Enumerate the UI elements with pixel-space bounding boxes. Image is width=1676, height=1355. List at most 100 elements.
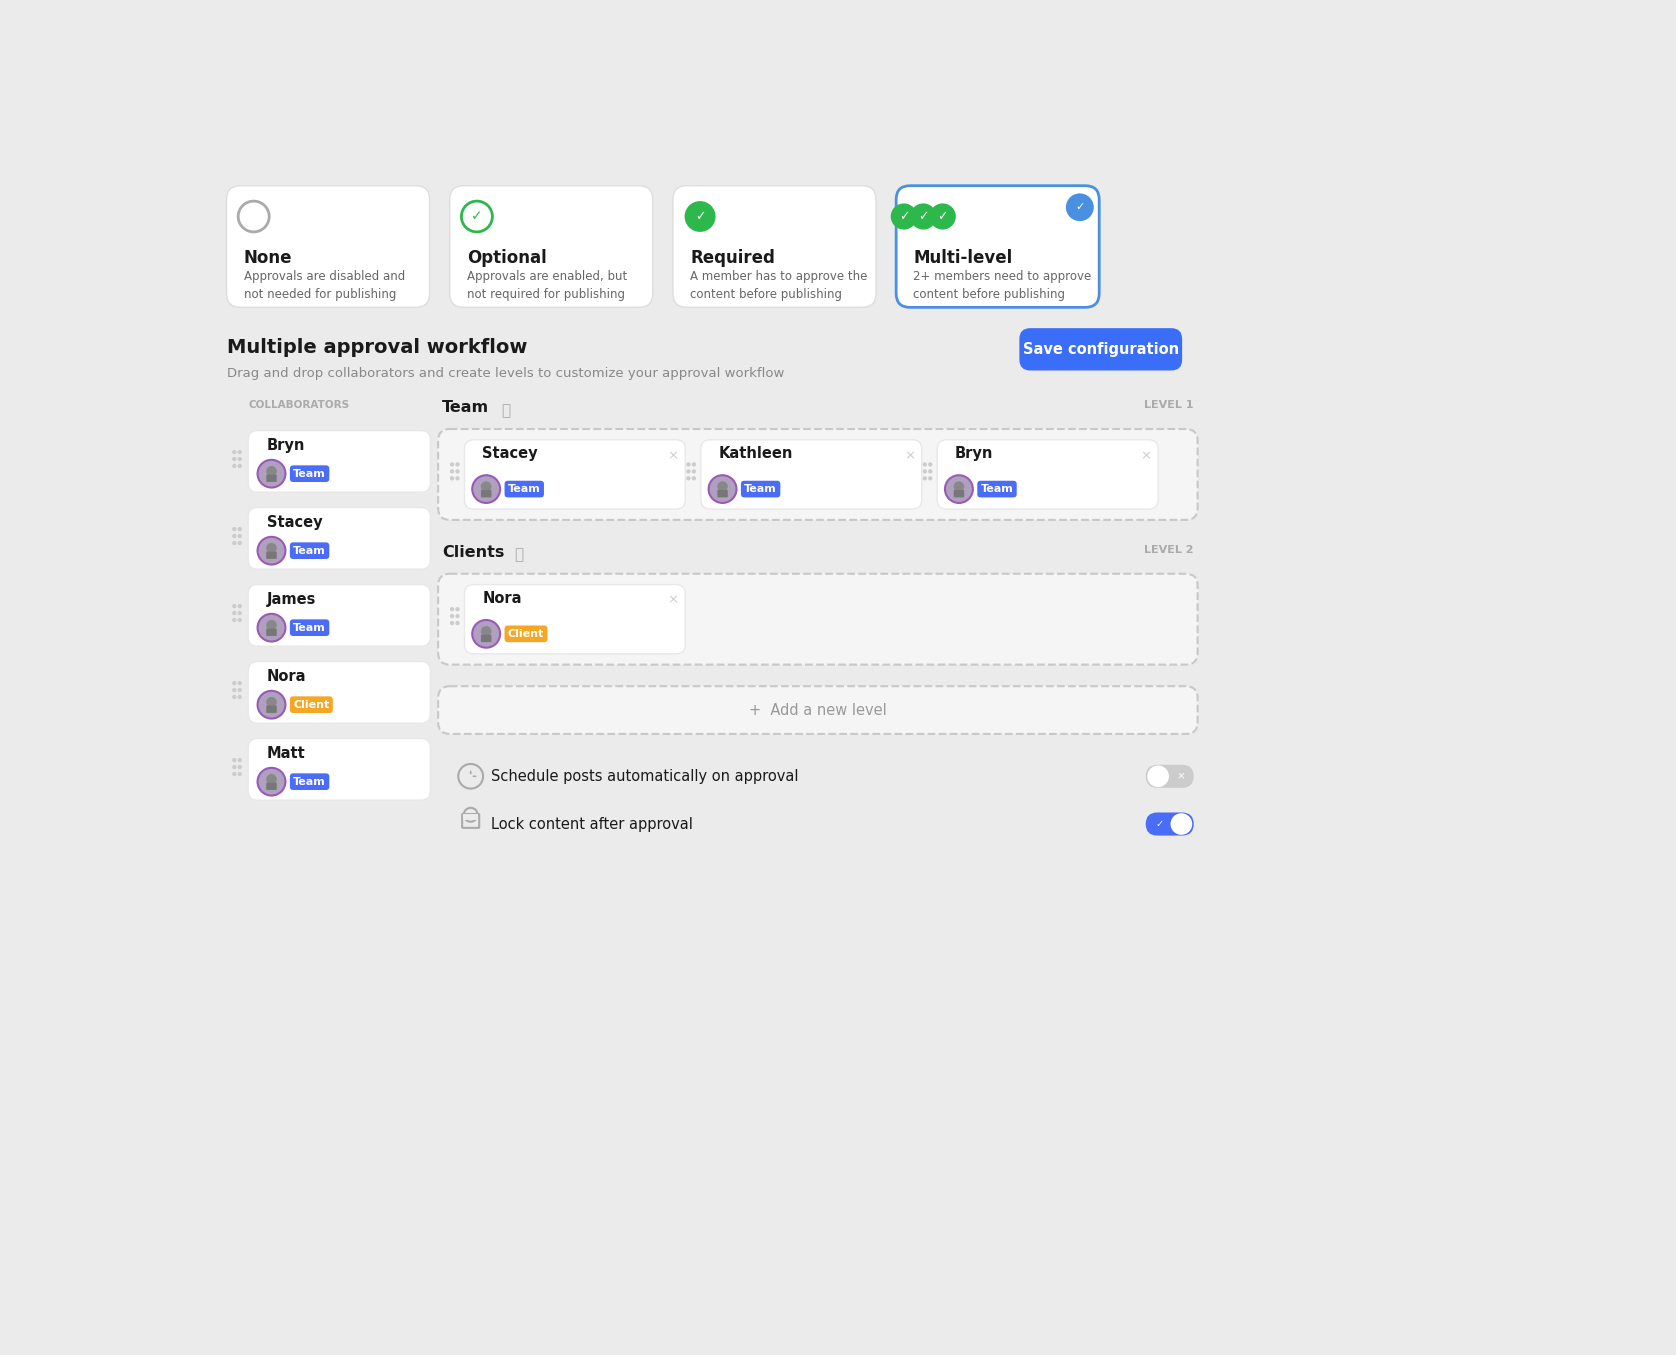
Text: LEVEL 1: LEVEL 1	[1145, 400, 1193, 409]
Text: Team: Team	[508, 484, 541, 495]
Circle shape	[233, 764, 236, 770]
Text: ×: ×	[667, 593, 679, 607]
Circle shape	[449, 462, 454, 466]
Circle shape	[238, 534, 241, 538]
Circle shape	[238, 618, 241, 622]
Text: ×: ×	[667, 449, 679, 462]
Circle shape	[929, 476, 932, 481]
FancyBboxPatch shape	[248, 738, 431, 801]
Circle shape	[929, 462, 932, 466]
Text: Kathleen: Kathleen	[719, 446, 793, 461]
Circle shape	[258, 614, 285, 641]
Text: ✓: ✓	[1155, 818, 1163, 829]
FancyBboxPatch shape	[266, 551, 277, 558]
Circle shape	[258, 691, 285, 718]
Circle shape	[266, 774, 277, 785]
Text: Save configuration: Save configuration	[1022, 341, 1178, 356]
Circle shape	[233, 457, 236, 461]
FancyBboxPatch shape	[266, 629, 277, 635]
FancyBboxPatch shape	[897, 186, 1099, 308]
Circle shape	[266, 543, 277, 553]
Text: ✓: ✓	[1074, 202, 1084, 213]
FancyBboxPatch shape	[481, 634, 491, 642]
Text: ×: ×	[1140, 449, 1151, 462]
Text: Bryn: Bryn	[266, 438, 305, 454]
FancyBboxPatch shape	[266, 474, 277, 482]
Text: Team: Team	[980, 484, 1014, 495]
Text: ⯐: ⯐	[515, 547, 523, 562]
Circle shape	[481, 481, 491, 492]
Text: ⯐: ⯐	[501, 402, 511, 417]
Text: Clients: Clients	[442, 545, 504, 560]
Circle shape	[238, 527, 241, 531]
Text: COLLABORATORS: COLLABORATORS	[248, 400, 349, 409]
Text: not required for publishing: not required for publishing	[468, 289, 625, 301]
Circle shape	[238, 463, 241, 467]
Text: ✓: ✓	[937, 210, 949, 224]
Circle shape	[1148, 766, 1168, 787]
Circle shape	[233, 757, 236, 763]
Circle shape	[449, 476, 454, 481]
Circle shape	[923, 462, 927, 466]
Circle shape	[923, 476, 927, 481]
FancyBboxPatch shape	[437, 686, 1198, 734]
Circle shape	[233, 772, 236, 776]
Circle shape	[449, 469, 454, 473]
Text: Multiple approval workflow: Multiple approval workflow	[226, 339, 526, 358]
FancyBboxPatch shape	[464, 440, 685, 509]
Circle shape	[685, 462, 691, 466]
Circle shape	[238, 604, 241, 608]
Circle shape	[890, 203, 917, 229]
Circle shape	[709, 476, 736, 503]
Text: Team: Team	[293, 546, 325, 556]
FancyBboxPatch shape	[266, 783, 277, 790]
Text: content before publishing: content before publishing	[913, 289, 1066, 301]
Circle shape	[1066, 194, 1094, 221]
Text: James: James	[266, 592, 317, 607]
Circle shape	[266, 466, 277, 477]
Circle shape	[233, 682, 236, 686]
Circle shape	[238, 695, 241, 699]
Text: Multi-level: Multi-level	[913, 249, 1012, 267]
Circle shape	[449, 614, 454, 618]
FancyBboxPatch shape	[701, 440, 922, 509]
Text: Required: Required	[691, 249, 774, 267]
FancyBboxPatch shape	[481, 491, 491, 497]
Circle shape	[456, 469, 459, 473]
Text: Team: Team	[744, 484, 778, 495]
Text: Lock content after approval: Lock content after approval	[491, 817, 692, 832]
FancyBboxPatch shape	[226, 186, 429, 308]
Circle shape	[456, 462, 459, 466]
Circle shape	[238, 764, 241, 770]
Circle shape	[449, 607, 454, 611]
Circle shape	[685, 476, 691, 481]
Circle shape	[238, 611, 241, 615]
Text: not needed for publishing: not needed for publishing	[243, 289, 396, 301]
Circle shape	[449, 621, 454, 625]
Circle shape	[238, 457, 241, 461]
Circle shape	[473, 476, 499, 503]
Circle shape	[930, 203, 955, 229]
Circle shape	[233, 527, 236, 531]
Circle shape	[238, 450, 241, 454]
Text: ✓: ✓	[696, 210, 706, 224]
Circle shape	[233, 463, 236, 467]
Circle shape	[717, 481, 727, 492]
Text: Team: Team	[442, 400, 489, 415]
Text: ×: ×	[903, 449, 915, 462]
Circle shape	[684, 201, 716, 232]
Text: Client: Client	[293, 699, 330, 710]
Text: +  Add a new level: + Add a new level	[749, 703, 887, 718]
Circle shape	[692, 469, 696, 473]
FancyBboxPatch shape	[449, 186, 652, 308]
Text: Stacey: Stacey	[266, 515, 322, 530]
Circle shape	[923, 469, 927, 473]
Text: None: None	[243, 249, 292, 267]
Text: Stacey: Stacey	[483, 446, 538, 461]
FancyBboxPatch shape	[464, 584, 685, 654]
Circle shape	[238, 541, 241, 545]
FancyBboxPatch shape	[437, 430, 1198, 520]
Circle shape	[258, 768, 285, 795]
Text: Nora: Nora	[483, 591, 521, 606]
Circle shape	[685, 469, 691, 473]
